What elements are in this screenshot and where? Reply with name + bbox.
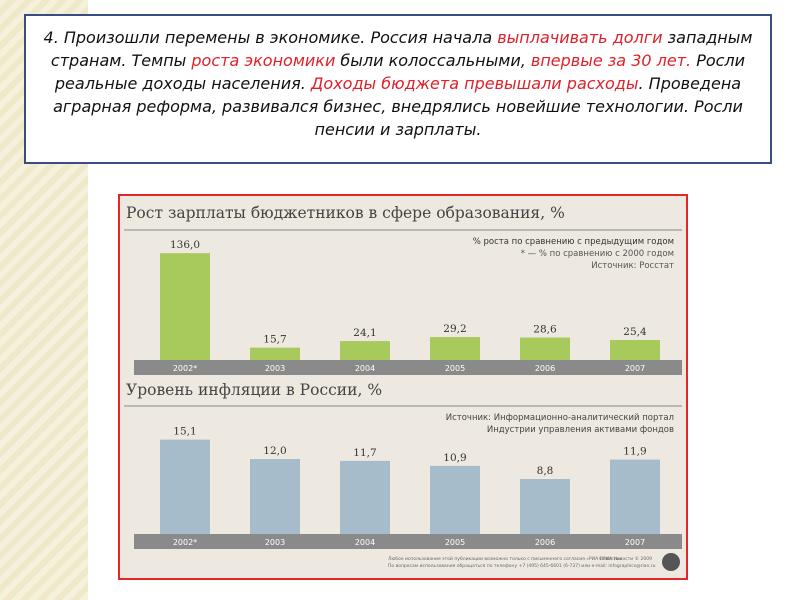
chart1-value-label: 15,7: [263, 334, 286, 346]
ria-logo-icon: [662, 553, 680, 571]
chart2-note-1: Источник: Информационно-аналитический по…: [446, 413, 674, 423]
footer-line-2: По вопросам использования обращаться по …: [388, 563, 656, 569]
chart1-bar: [430, 337, 480, 360]
highlighted-text: впервые за 30 лет.: [530, 51, 692, 70]
chart2-value-label: 15,1: [173, 426, 196, 438]
slide-text: 4. Произошли перемены в экономике. Росси…: [24, 14, 772, 164]
chart1-value-label: 25,4: [623, 326, 647, 338]
chart1-category-label: 2003: [265, 364, 285, 373]
chart2-bar: [610, 459, 660, 534]
footer-copyright: ©РИА Новости © 2009: [599, 555, 653, 562]
chart2-category-label: 2003: [265, 538, 285, 547]
chart1-category-label: 2002*: [173, 364, 197, 373]
chart2-category-label: 2005: [445, 538, 465, 547]
chart2-bar: [250, 459, 300, 534]
chart1-bar: [610, 340, 660, 360]
chart2-note-2: Индустрии управления активами фондов: [487, 425, 674, 435]
chart1-value-label: 29,2: [443, 323, 466, 335]
chart1-value-label: 136,0: [170, 239, 200, 251]
highlighted-text: выплачивать долги: [497, 28, 663, 47]
chart1-value-label: 28,6: [533, 324, 557, 336]
chart2-value-label: 11,7: [353, 447, 376, 459]
chart1-value-label: 24,1: [353, 327, 376, 339]
chart1-category-label: 2007: [625, 364, 645, 373]
chart2-category-label: 2007: [625, 538, 645, 547]
chart2-value-label: 12,0: [263, 445, 286, 457]
chart2-title: Уровень инфляции в России, %: [126, 381, 382, 399]
chart1-note-1: % роста по сравнению с предыдущим годом: [473, 237, 674, 247]
chart2-bar: [160, 439, 210, 534]
chart2-category-label: 2004: [355, 538, 375, 547]
chart2-category-label: 2006: [535, 538, 555, 547]
body-text: были колоссальными,: [335, 51, 531, 70]
chart1-title: Рост зарплаты бюджетников в сфере образо…: [126, 204, 565, 222]
chart1-category-label: 2004: [355, 364, 375, 373]
body-text: . Проведена аграрная реформа, развивался…: [53, 74, 743, 139]
chart1-bar: [340, 341, 390, 360]
chart-panel: Рост зарплаты бюджетников в сфере образо…: [118, 194, 688, 580]
chart1-bar: [160, 253, 210, 360]
charts-svg: Рост зарплаты бюджетников в сфере образо…: [124, 204, 682, 571]
chart2-bar: [340, 460, 390, 534]
chart1-bar: [250, 347, 300, 360]
chart2-value-label: 8,8: [537, 465, 554, 477]
chart2-category-label: 2002*: [173, 538, 197, 547]
chart2-value-label: 10,9: [443, 452, 466, 464]
body-text: 4. Произошли перемены в экономике. Росси…: [43, 28, 498, 47]
chart1-bar: [520, 337, 570, 360]
footer-line-1: Любое использование этой публикации возм…: [388, 555, 622, 562]
chart2-value-label: 11,9: [623, 446, 646, 458]
highlighted-text: Доходы бюджета превышали расходы: [310, 74, 639, 93]
chart1-category-label: 2005: [445, 364, 465, 373]
chart1-category-label: 2006: [535, 364, 555, 373]
body-text: западным странам. Темпы: [50, 28, 753, 70]
chart1-axis-band: [134, 360, 682, 375]
highlighted-text: роста экономики: [191, 51, 336, 70]
body-text: Росли реальные доходы населения.: [54, 51, 746, 93]
chart2-bar: [430, 465, 480, 534]
chart2-axis-band: [134, 534, 682, 549]
chart1-note-3: Источник: Росстат: [591, 261, 674, 271]
chart1-note-2: * — % по сравнению с 2000 годом: [521, 249, 674, 259]
chart2-bar: [520, 479, 570, 534]
